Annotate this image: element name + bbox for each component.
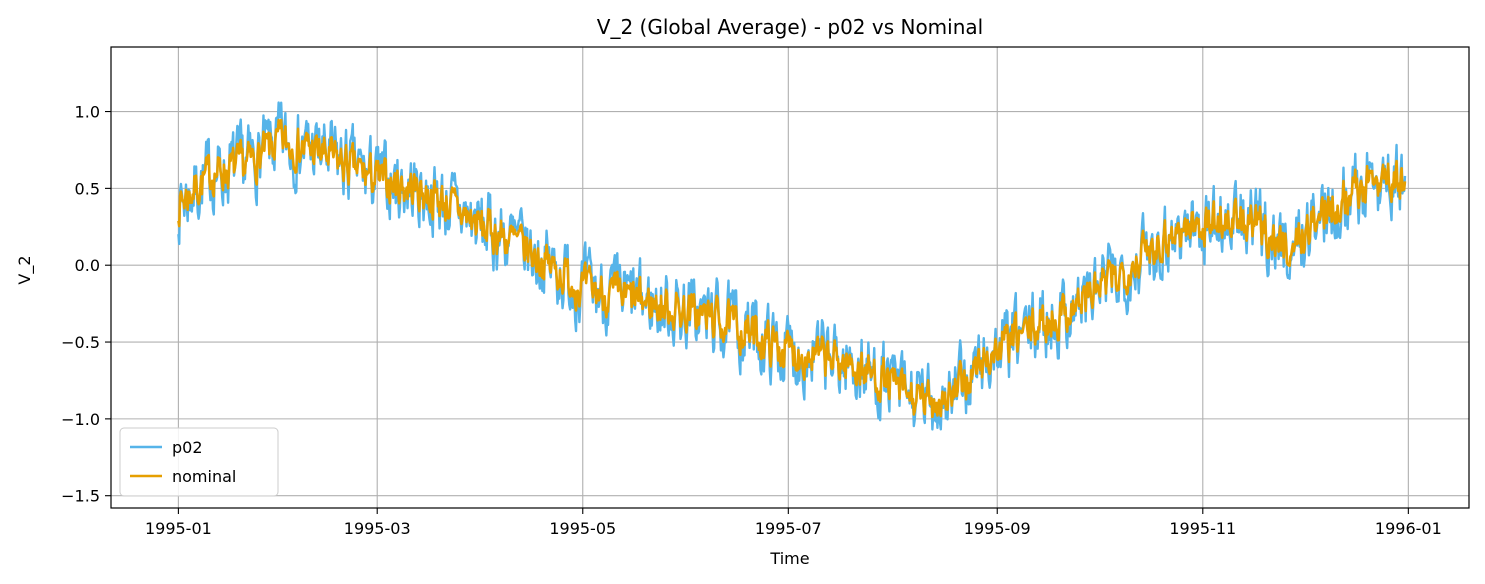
x-tick-label: 1995-03 (344, 519, 411, 538)
series-line-nominal (177, 118, 1407, 419)
legend: p02 nominal (119, 427, 279, 497)
y-tick-label: 0.0 (75, 256, 100, 275)
x-tick-label: 1995-07 (755, 519, 822, 538)
y-tick-label: 0.5 (75, 179, 100, 198)
y-tick-label: −0.5 (61, 333, 100, 352)
plot-frame (110, 46, 1470, 509)
x-tick-label: 1995-05 (549, 519, 616, 538)
y-tick-label: 1.0 (75, 103, 100, 122)
axis-ticks: 1995-01 1995-03 1995-05 1995-07 1995-09 1995-… (61, 103, 1442, 538)
x-tick-label: 1995-01 (145, 519, 212, 538)
x-tick-label: 1995-11 (1169, 519, 1236, 538)
x-axis-label: Time (769, 549, 809, 568)
legend-label-nominal: nominal (172, 467, 236, 486)
series-group (177, 101, 1407, 431)
y-axis-label: V_2 (15, 255, 35, 284)
legend-box (119, 427, 279, 497)
y-tick-label: −1.5 (61, 487, 100, 506)
x-tick-label: 1996-01 (1375, 519, 1442, 538)
y-tick-label: −1.0 (61, 410, 100, 429)
chart-title: V_2 (Global Average) - p02 vs Nominal (597, 15, 983, 39)
legend-label-p02: p02 (172, 438, 203, 457)
x-tick-label: 1995-09 (964, 519, 1031, 538)
